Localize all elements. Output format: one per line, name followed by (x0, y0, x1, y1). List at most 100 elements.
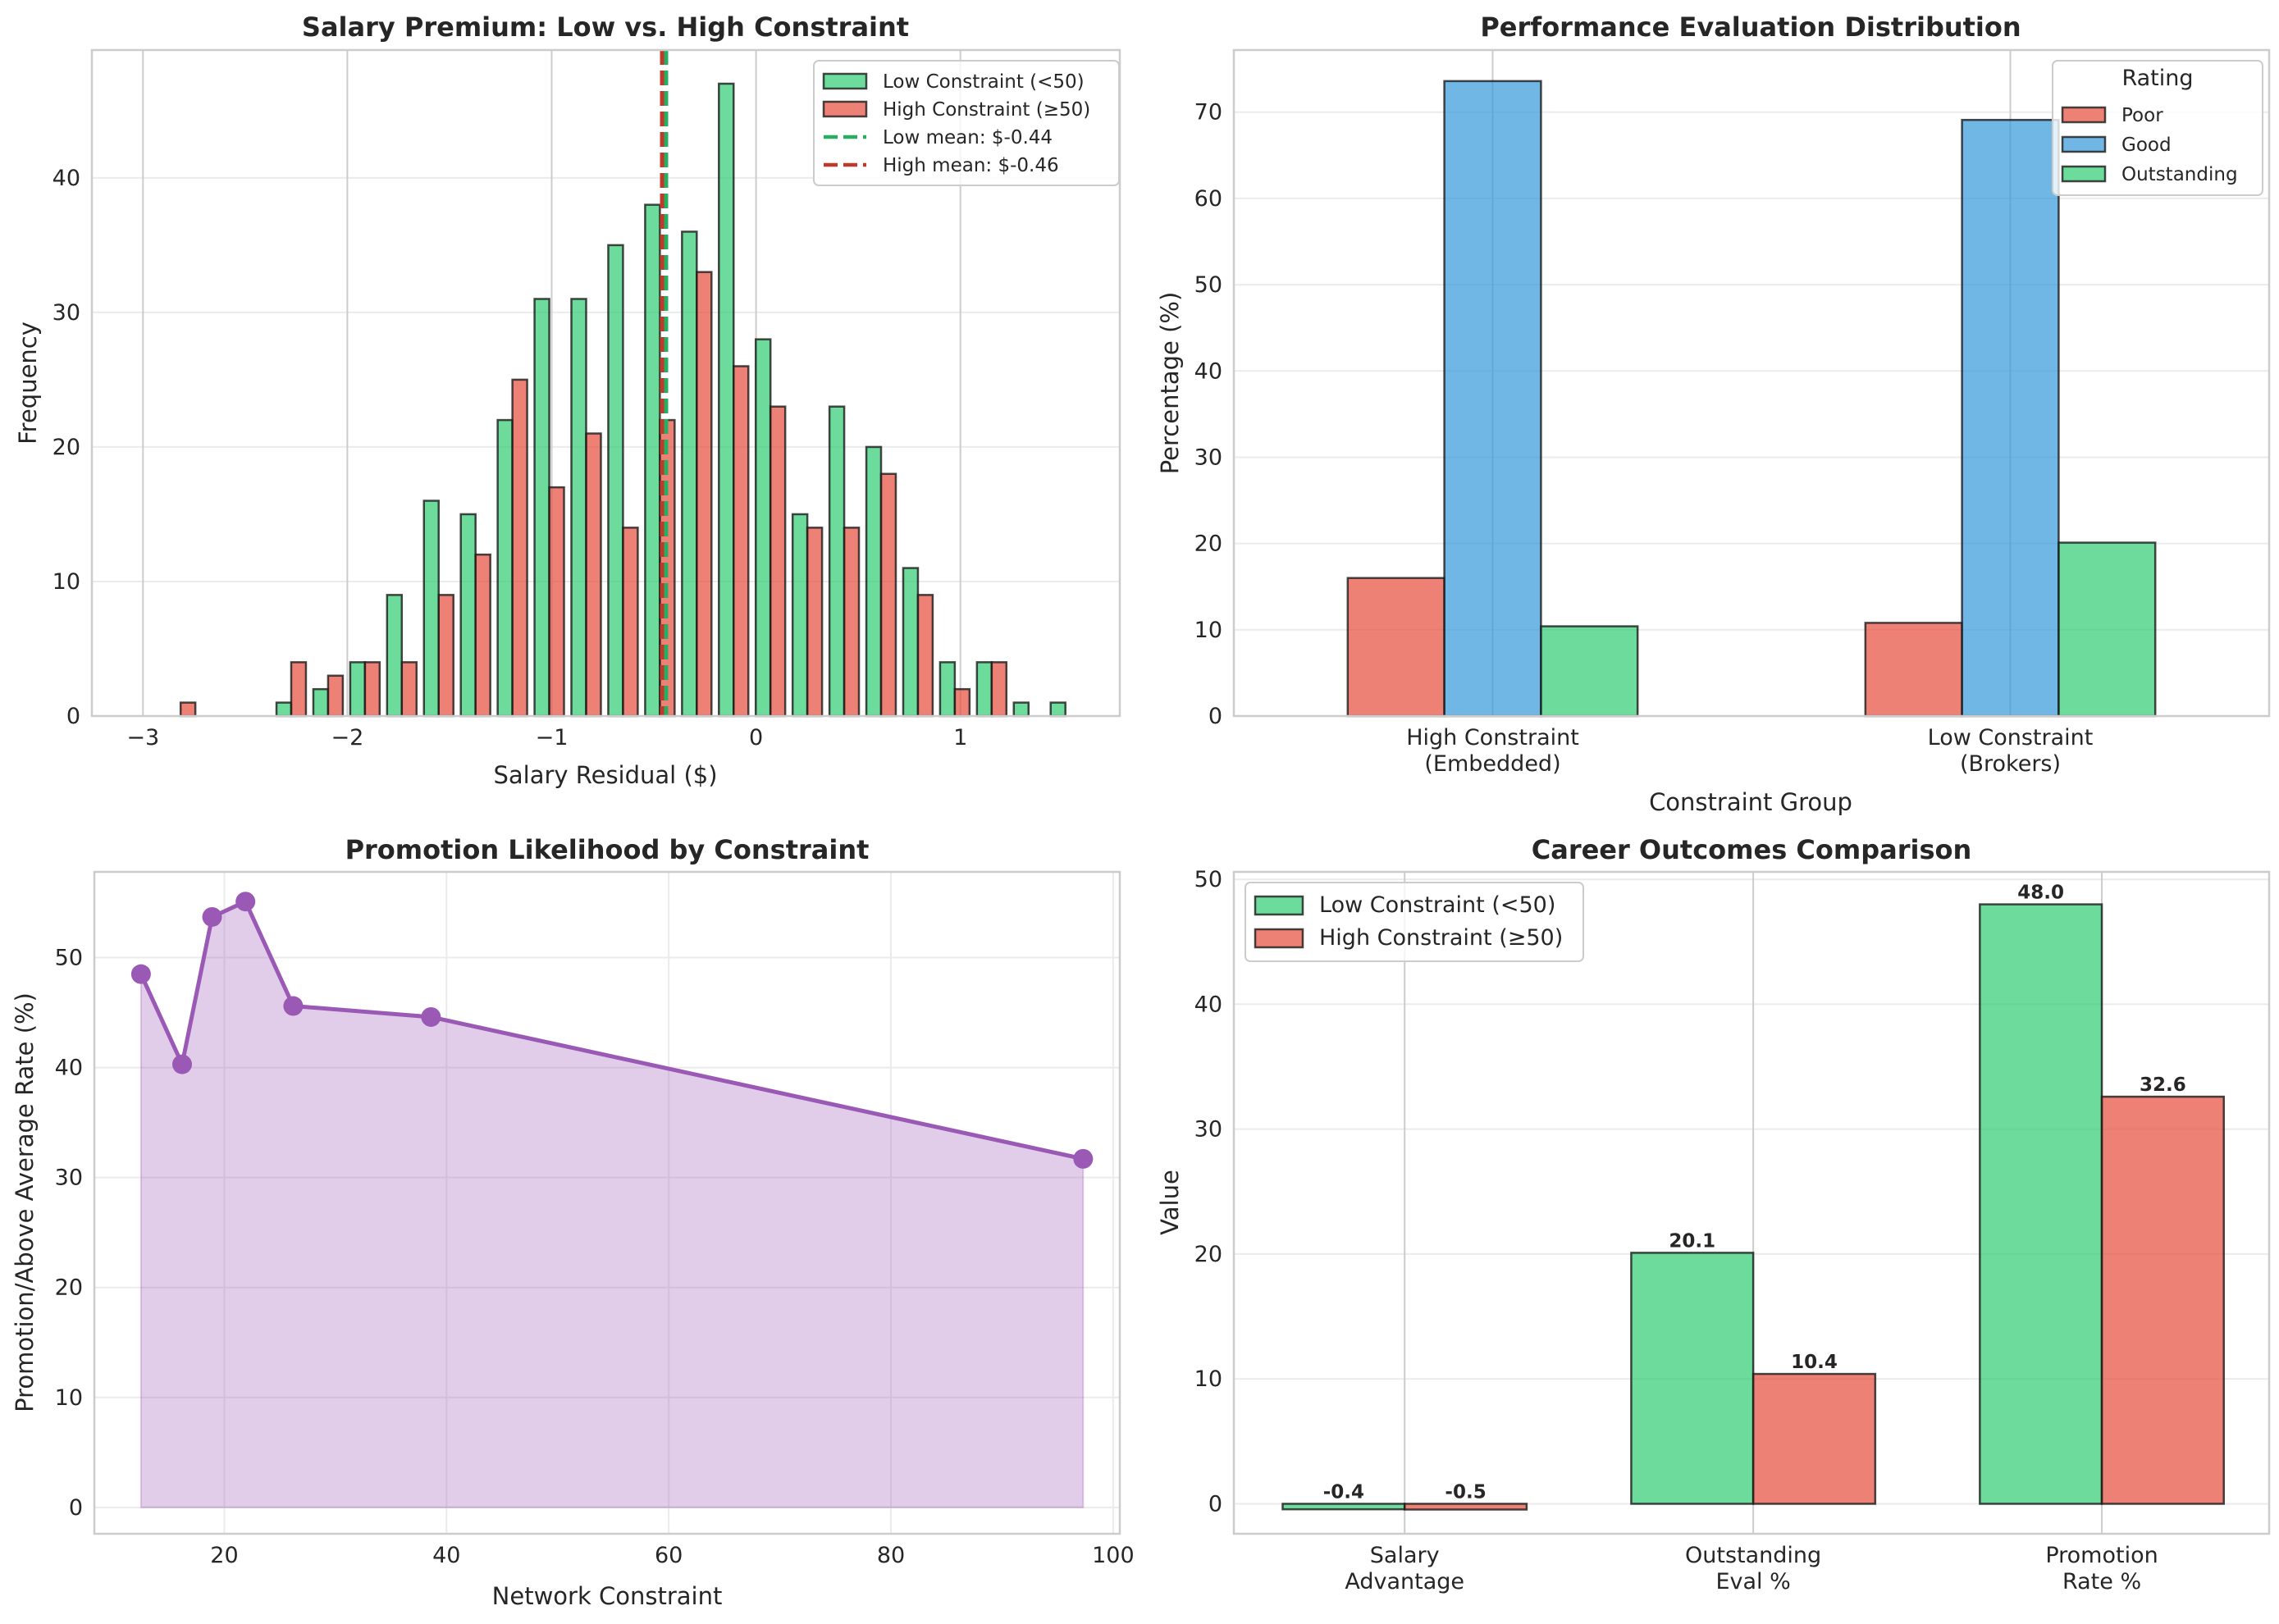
histogram-bar (349, 661, 367, 718)
axes-frame (93, 870, 1121, 1535)
bar (1751, 1372, 1877, 1505)
y-tick-label: 30 (1194, 445, 1222, 470)
x-tick-label: High Constraint (Embedded) (1406, 725, 1579, 777)
histogram-bar (975, 661, 993, 718)
y-tick-label: 20 (1194, 1242, 1222, 1267)
data-point (283, 996, 304, 1016)
histogram-bar (732, 365, 750, 718)
y-tick-label: 10 (1194, 618, 1222, 643)
career-outcomes-panel: Career Outcomes Comparison -0.4 20.1 48.0 -… (1156, 834, 2271, 1594)
bar (1864, 622, 1963, 718)
histogram-bar (386, 594, 404, 718)
histogram-bar (953, 687, 971, 718)
salary-histogram-panel: Salary Premium: Low vs. High Constraint … (14, 11, 1121, 789)
legend-entry-label: Good (2121, 135, 2172, 156)
chart-title: Performance Evaluation Distribution (1480, 11, 2021, 43)
x-tick-label: −1 (536, 725, 569, 750)
y-axis-label: Promotion/Above Average Rate (%) (11, 992, 39, 1412)
histogram-bar (585, 432, 602, 718)
data-point (202, 906, 222, 927)
y-tick-label: 20 (1194, 531, 1222, 557)
y-tick-label: 40 (1194, 358, 1222, 384)
axes-frame (1232, 48, 2271, 718)
y-axis-label: Percentage (%) (1156, 292, 1184, 475)
legend-entry-label: High mean: $-0.46 (883, 155, 1059, 176)
bar (1443, 80, 1542, 718)
histogram-bar (1049, 701, 1066, 718)
bar (1403, 1503, 1528, 1511)
histogram-bar (806, 527, 824, 718)
x-tick-label: 20 (210, 1543, 238, 1568)
x-tick-label: 1 (953, 725, 967, 750)
histogram-bar (769, 405, 787, 718)
x-axis-label: Network Constraint (492, 1582, 723, 1610)
histogram-bar (179, 701, 197, 718)
legend-frame (2052, 60, 2263, 196)
histogram-bar (696, 271, 713, 718)
histogram-bar (437, 594, 454, 718)
legend-swatch (822, 100, 868, 118)
histogram-bar (400, 661, 418, 718)
x-axis-label: Salary Residual ($) (493, 761, 717, 789)
bar (1630, 1252, 1755, 1505)
histogram-bar (644, 203, 661, 718)
histogram-bar (533, 298, 550, 718)
y-tick-label: 60 (1194, 186, 1222, 212)
y-tick-label: 20 (55, 1275, 83, 1301)
legend-entry-label: Low mean: $-0.44 (883, 127, 1053, 148)
y-tick-label: 0 (66, 704, 80, 729)
histogram-bar (916, 594, 934, 718)
y-tick-label: 0 (69, 1495, 83, 1521)
bar-value-label: 10.4 (1791, 1352, 1838, 1373)
legend-swatch (1254, 895, 1304, 916)
performance-eval-panel: Performance Evaluation Distribution 0 10 2… (1156, 11, 2271, 816)
histogram-bar (843, 527, 861, 718)
histogram-bar (939, 661, 957, 718)
histogram-bar (607, 244, 624, 718)
axes-frame (90, 48, 1121, 718)
y-tick-label: 20 (53, 435, 80, 460)
x-tick-label: 40 (432, 1543, 460, 1568)
bar-value-label: -0.4 (1323, 1481, 1364, 1503)
x-tick-label: Low Constraint (Brokers) (1928, 725, 2094, 777)
y-tick-label: 10 (55, 1385, 83, 1411)
histogram-bar (570, 298, 587, 718)
histogram-bar (1012, 701, 1030, 718)
x-tick-label: Outstanding Eval % (1685, 1543, 1821, 1594)
bar (1281, 1503, 1406, 1511)
legend-frame (813, 60, 1120, 186)
data-point (171, 1054, 192, 1074)
data-point (1073, 1148, 1094, 1169)
histogram-bar (312, 687, 330, 718)
x-axis-label: Constraint Group (1649, 788, 1852, 816)
chart-title: Salary Premium: Low vs. High Constraint (302, 11, 909, 43)
histogram-bar (791, 513, 809, 718)
histogram-bar (622, 527, 639, 718)
legend: Low Constraint (<50) High Constraint (≥50… (1245, 882, 1584, 962)
histogram-bar (474, 553, 491, 718)
x-tick-label: Salary Advantage (1345, 1543, 1464, 1594)
histogram-bar (990, 661, 1008, 718)
histogram-bar (422, 500, 440, 718)
x-tick-label: Promotion Rate % (2045, 1543, 2158, 1594)
histogram-bar (828, 405, 846, 718)
histogram-bar (681, 230, 698, 718)
y-tick-label: 50 (55, 946, 83, 971)
x-tick-label: 0 (749, 725, 763, 750)
legend-frame (1245, 882, 1584, 962)
y-tick-label: 40 (53, 166, 80, 191)
bar (1346, 577, 1445, 718)
bar (2100, 1095, 2226, 1505)
legend-entry-label: High Constraint (≥50) (883, 99, 1090, 121)
data-point (130, 964, 151, 984)
x-tick-label: −2 (331, 725, 363, 750)
histogram-bar (902, 567, 920, 718)
y-tick-label: 40 (55, 1056, 83, 1081)
legend-entry-label: Poor (2121, 105, 2163, 126)
bar (2057, 541, 2157, 718)
histogram-bar (327, 674, 345, 718)
histogram-bar (718, 82, 735, 718)
y-tick-label: 10 (1194, 1366, 1222, 1392)
legend-entry-label: Outstanding (2121, 164, 2238, 185)
